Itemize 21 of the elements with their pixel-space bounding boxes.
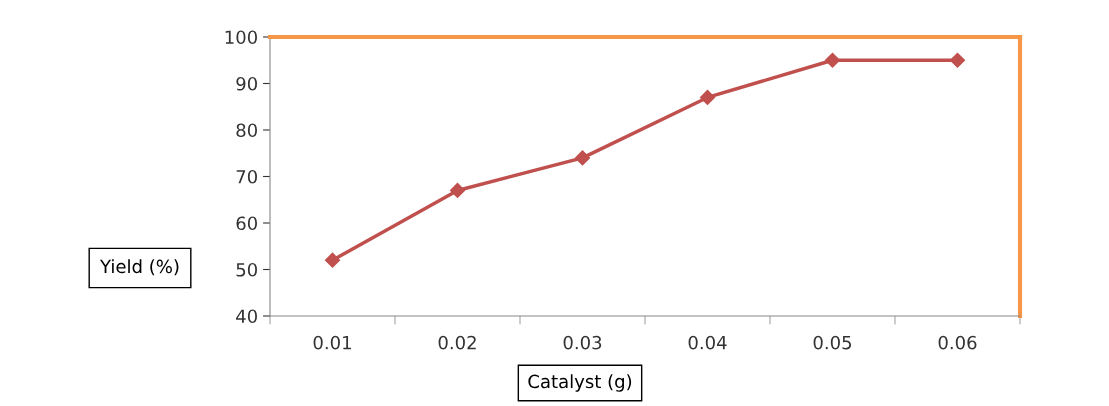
x-tick-label: 0.03 — [563, 335, 602, 350]
y-tick-label: 70 — [236, 169, 257, 184]
y-tick-label: 90 — [236, 76, 257, 91]
y-tick-label: 60 — [236, 216, 257, 231]
x-tick-label: 0.04 — [688, 335, 727, 350]
y-tick-label: 50 — [236, 262, 257, 277]
x-tick-label: 0.01 — [313, 335, 351, 350]
point — [699, 89, 716, 106]
point — [324, 252, 341, 268]
x-tick-label: 0.02 — [438, 335, 476, 350]
x-axis-title: Catalyst (g) — [528, 374, 632, 392]
y-tick-label: 80 — [236, 123, 257, 138]
x-tick-label: 0.06 — [938, 335, 977, 350]
point — [949, 52, 966, 68]
y-tick-label: 40 — [236, 309, 257, 324]
y-axis-title: Yield (%) — [99, 259, 179, 276]
x-tick-label: 0.05 — [813, 335, 852, 350]
y-tick-label: 100 — [225, 30, 257, 45]
point — [449, 182, 466, 199]
point — [574, 150, 591, 166]
point — [824, 52, 841, 68]
